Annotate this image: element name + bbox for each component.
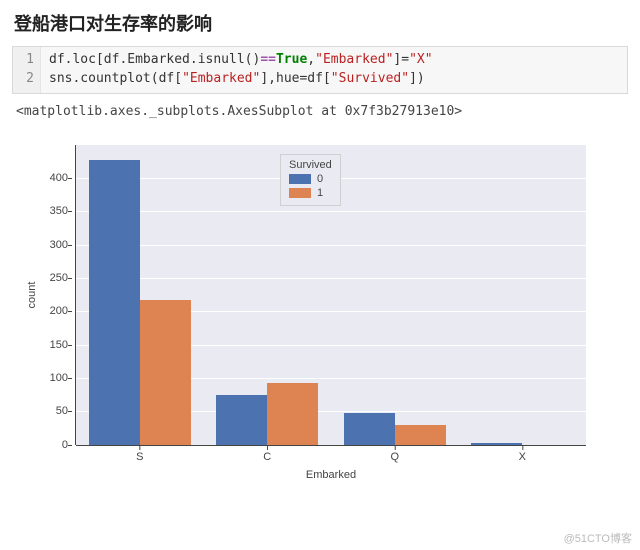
- gridline: [76, 245, 586, 246]
- legend-swatch: [289, 174, 311, 184]
- x-axis-label: Embarked: [306, 469, 356, 481]
- legend-item: 1: [289, 187, 332, 199]
- code-body: df.loc[df.Embarked.isnull()==True,"Embar…: [41, 47, 441, 93]
- ytick-label: 250: [12, 272, 68, 284]
- ytick-label: 300: [12, 239, 68, 251]
- ytick-label: 50: [12, 405, 68, 417]
- xtick-label: X: [519, 451, 526, 463]
- legend-swatch: [289, 188, 311, 198]
- countplot-chart: 0 50 100 150 200 250 300 350 400 S C Q Xcount Embarke…: [12, 127, 622, 497]
- legend-label: 1: [317, 187, 323, 199]
- ytick-label: 350: [12, 205, 68, 217]
- xtick-label: S: [136, 451, 143, 463]
- bar: [89, 160, 140, 445]
- legend-item: 0: [289, 173, 332, 185]
- output-text: <matplotlib.axes._subplots.AxesSubplot a…: [0, 100, 640, 121]
- bar: [216, 395, 267, 445]
- code-cell: 1 2 df.loc[df.Embarked.isnull()==True,"E…: [12, 46, 628, 94]
- xtick-label: C: [263, 451, 271, 463]
- legend-label: 0: [317, 173, 323, 185]
- bar: [140, 300, 191, 445]
- watermark: @51CTO博客: [564, 530, 632, 546]
- legend: Survived 0 1: [280, 154, 341, 206]
- xtick-label: Q: [390, 451, 399, 463]
- y-axis-label: count: [26, 281, 38, 308]
- page-title: 登船港口对生存率的影响: [0, 0, 640, 44]
- gridline: [76, 278, 586, 279]
- line-number: 1: [19, 51, 34, 70]
- ytick-label: 400: [12, 172, 68, 184]
- x-axis-spine: [76, 445, 586, 446]
- ytick-label: 0: [12, 439, 68, 451]
- y-axis-spine: [75, 145, 76, 445]
- ytick-label: 200: [12, 305, 68, 317]
- code-gutter: 1 2: [13, 47, 41, 93]
- legend-title: Survived: [289, 159, 332, 171]
- line-number: 2: [19, 70, 34, 89]
- ytick-label: 150: [12, 339, 68, 351]
- ytick-label: 100: [12, 372, 68, 384]
- bar: [344, 413, 395, 444]
- gridline: [76, 211, 586, 212]
- bar: [267, 383, 318, 445]
- bar: [395, 425, 446, 445]
